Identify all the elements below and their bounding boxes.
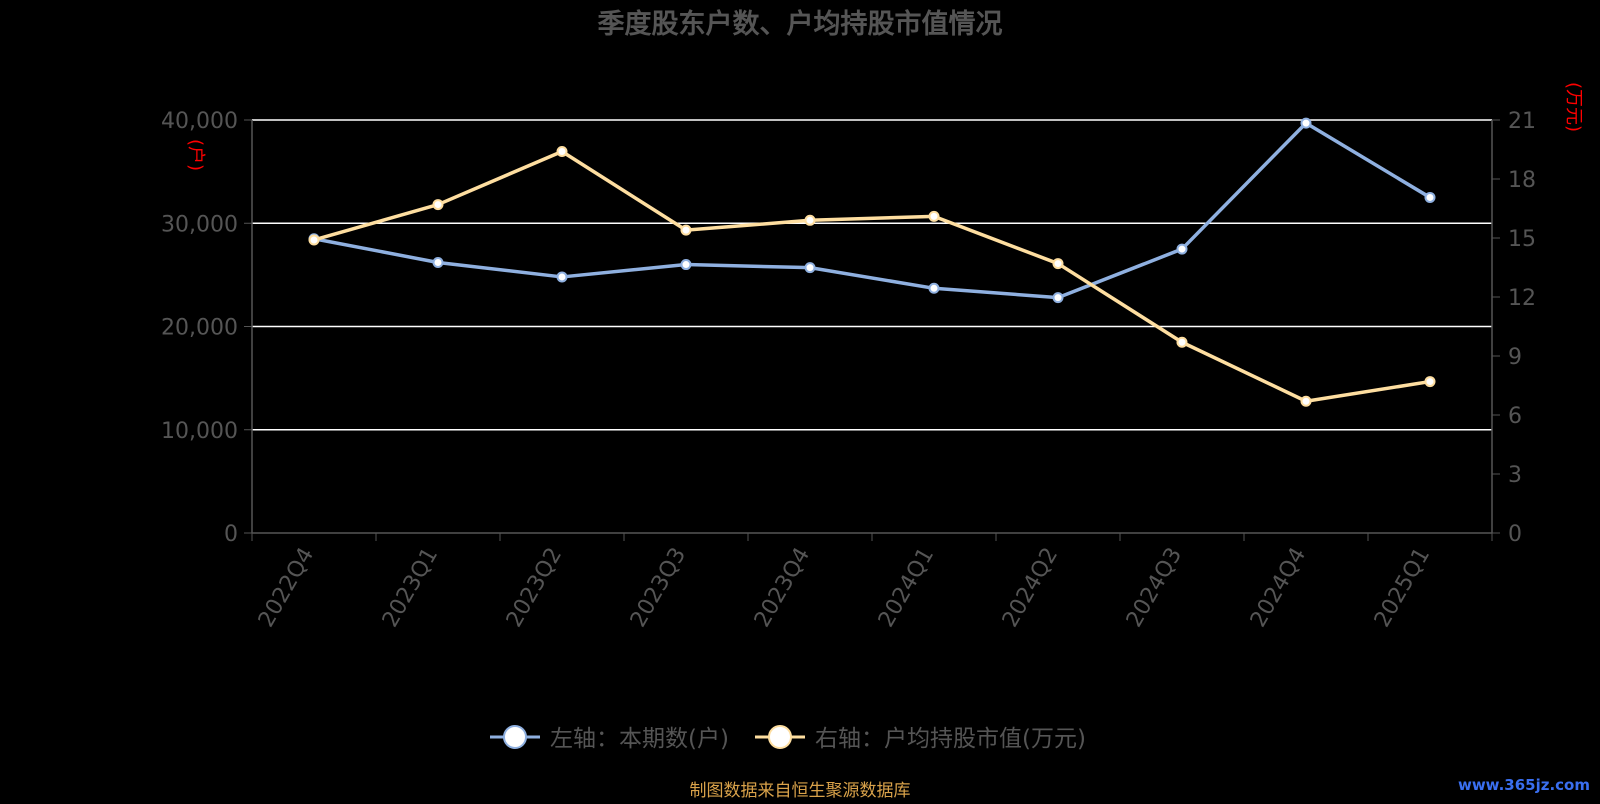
series-point-1 — [1052, 292, 1064, 304]
left-axis-unit: (户) — [185, 139, 206, 171]
x-tick-label: 2024Q4 — [1246, 544, 1311, 632]
x-tick-label: 2024Q1 — [874, 544, 939, 632]
x-tick-label: 2023Q4 — [750, 544, 815, 632]
legend-label: 右轴：户均持股市值(万元) — [815, 726, 1086, 752]
right-tick-label: 3 — [1508, 463, 1522, 488]
legend-item-2[interactable]: 右轴：户均持股市值(万元) — [755, 725, 1086, 752]
x-tick-label: 2022Q4 — [254, 544, 319, 632]
right-tick-label: 12 — [1508, 286, 1536, 311]
series-line-2 — [313, 149, 1431, 403]
x-tick-label: 2023Q2 — [502, 544, 567, 632]
right-tick-label: 6 — [1508, 404, 1522, 429]
series-point-2 — [1300, 395, 1312, 407]
x-tick-label: 2024Q3 — [1122, 544, 1187, 632]
series-point-2 — [1424, 376, 1436, 388]
left-tick-label: 0 — [224, 522, 238, 547]
watermark: www.365jz.com — [1457, 776, 1590, 794]
series-lines — [308, 117, 1436, 407]
legend-swatch-marker — [768, 725, 792, 749]
legend-item-1[interactable]: 左轴：本期数(户) — [490, 725, 729, 752]
x-tick-label: 2024Q2 — [998, 544, 1063, 632]
left-tick-label: 40,000 — [161, 109, 238, 134]
series-line-1 — [313, 121, 1431, 300]
series-point-2 — [308, 234, 320, 246]
series-point-1 — [1300, 117, 1312, 129]
right-tick-label: 9 — [1508, 345, 1522, 370]
left-tick-label: 20,000 — [161, 316, 238, 341]
series-point-2 — [804, 214, 816, 226]
axes: 0 10,000 20,000 30,000 40,000 0 3 6 9 12 15 18 21 202… — [161, 82, 1584, 632]
right-tick-label: 0 — [1508, 522, 1522, 547]
x-tick-label: 2023Q1 — [378, 544, 443, 632]
right-tick-label: 21 — [1508, 109, 1536, 134]
series-point-1 — [432, 256, 444, 268]
grid-lines — [252, 119, 1492, 431]
series-point-2 — [680, 224, 692, 236]
x-tick-label: 2025Q1 — [1370, 544, 1435, 632]
data-source-note: 制图数据来自恒生聚源数据库 — [690, 781, 911, 800]
chart-title: 季度股东户数、户均持股市值情况 — [598, 8, 1003, 40]
series-point-2 — [1052, 258, 1064, 270]
right-axis-unit: (万元) — [1563, 82, 1584, 132]
x-tick-label: 2023Q3 — [626, 544, 691, 632]
right-tick-label: 18 — [1508, 168, 1536, 193]
left-tick-label: 30,000 — [161, 212, 238, 237]
series-point-1 — [556, 271, 568, 283]
series-point-2 — [556, 145, 568, 157]
legend-label: 左轴：本期数(户) — [550, 726, 729, 752]
series-point-2 — [1176, 336, 1188, 348]
series-point-1 — [804, 262, 816, 274]
series-point-1 — [1424, 191, 1436, 203]
series-point-1 — [1176, 243, 1188, 255]
left-tick-label: 10,000 — [161, 419, 238, 444]
legend[interactable]: 左轴：本期数(户) 右轴：户均持股市值(万元) — [490, 725, 1086, 752]
series-point-2 — [928, 210, 940, 222]
series-point-1 — [928, 282, 940, 294]
series-point-1 — [680, 259, 692, 271]
legend-swatch-marker — [503, 725, 527, 749]
series-point-2 — [432, 199, 444, 211]
right-tick-label: 15 — [1508, 227, 1536, 252]
